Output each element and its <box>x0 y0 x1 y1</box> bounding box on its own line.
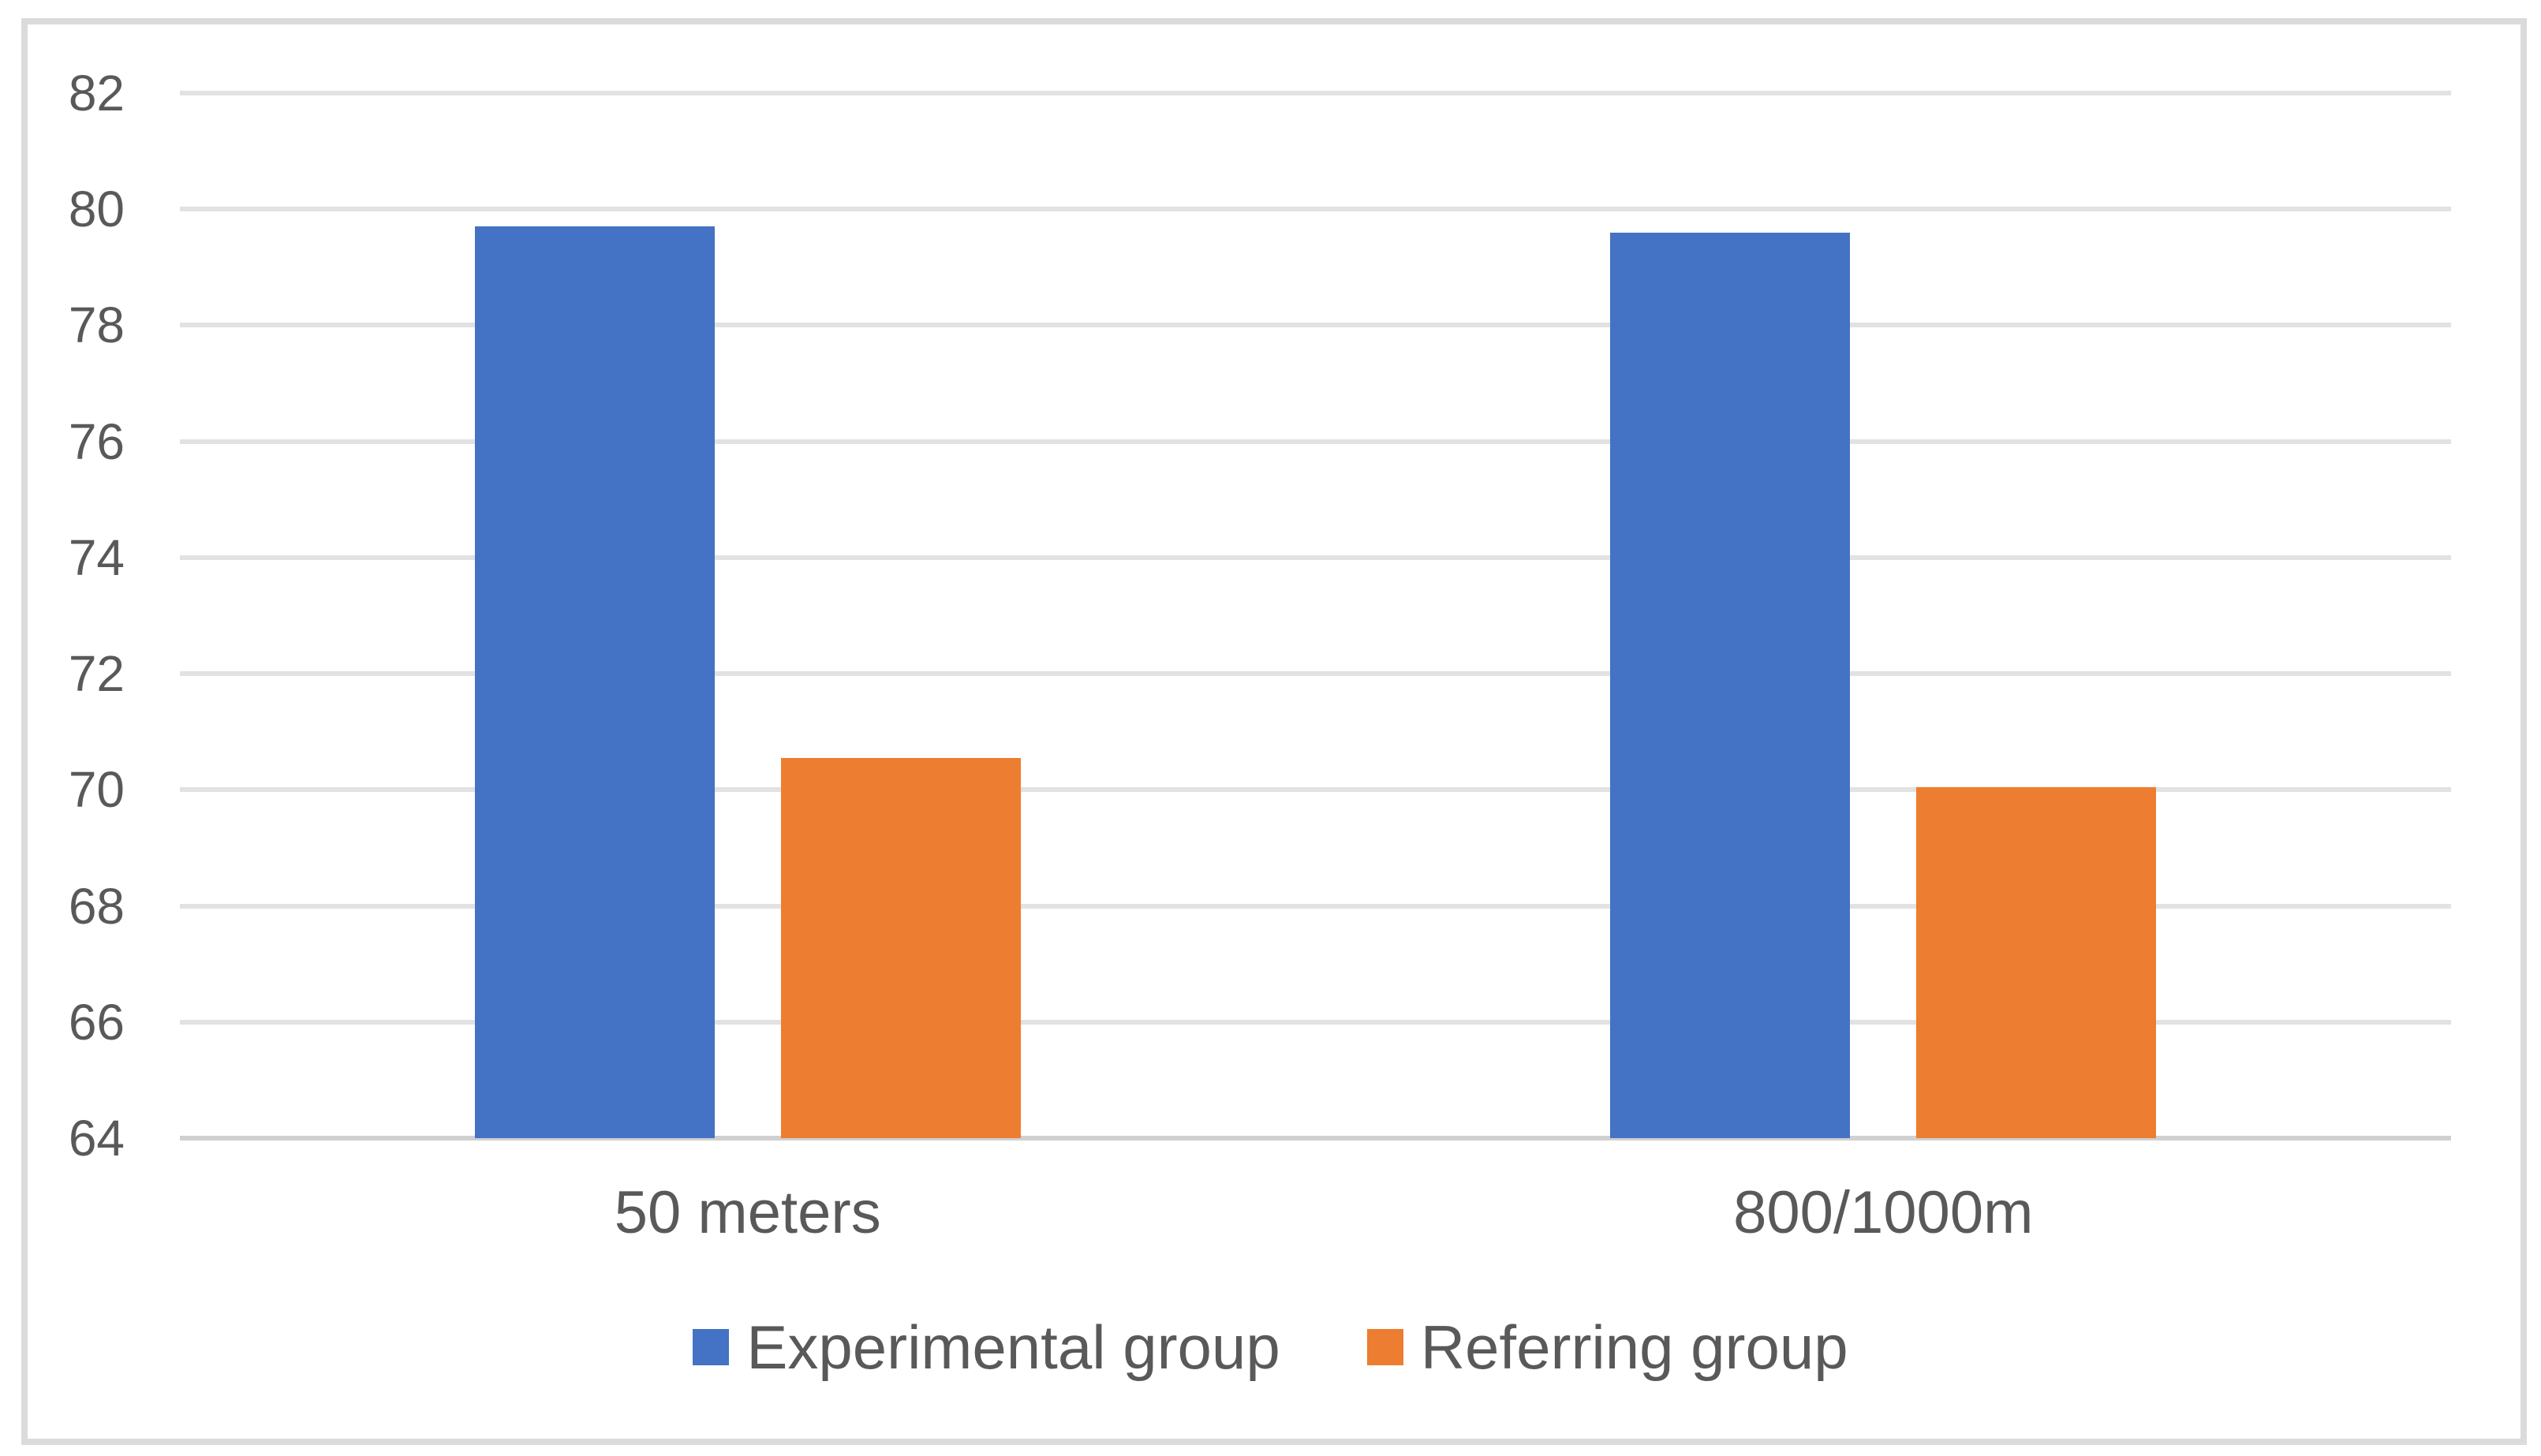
gridline-y-72 <box>180 671 2451 677</box>
y-tick-label-70: 70 <box>68 761 125 819</box>
bar-experimental-group-800-1000m <box>1610 232 1851 1138</box>
legend-item-experimental-group: Experimental group <box>693 1311 1280 1383</box>
gridline-y-68 <box>180 903 2451 909</box>
legend: Experimental group Referring group <box>0 1311 2541 1383</box>
y-tick-label-74: 74 <box>68 528 125 586</box>
chart-frame <box>21 18 2527 1445</box>
gridline-y-74 <box>180 554 2451 560</box>
legend-swatch-experimental-group <box>693 1329 730 1365</box>
y-tick-label-76: 76 <box>68 413 125 470</box>
y-tick-label-78: 78 <box>68 297 125 354</box>
y-tick-label-72: 72 <box>68 645 125 703</box>
gridline-y-70 <box>180 787 2451 793</box>
x-category-label-800-1000m: 800/1000m <box>1733 1179 2034 1246</box>
x-category-label-50-meters: 50 meters <box>614 1179 881 1246</box>
gridline-y-78 <box>180 323 2451 328</box>
y-tick-label-66: 66 <box>68 993 125 1051</box>
legend-swatch-referring-group <box>1366 1329 1403 1365</box>
gridline-y-80 <box>180 207 2451 212</box>
legend-item-referring-group: Referring group <box>1366 1311 1848 1383</box>
legend-label-experimental-group: Experimental group <box>746 1312 1280 1382</box>
x-axis-baseline <box>180 1136 2451 1141</box>
y-tick-label-68: 68 <box>68 877 125 935</box>
gridline-y-76 <box>180 439 2451 444</box>
bar-referring-group-800-1000m <box>1916 786 2157 1138</box>
y-tick-label-80: 80 <box>68 181 125 238</box>
gridline-y-82 <box>180 91 2451 95</box>
gridline-y-66 <box>180 1019 2451 1025</box>
y-tick-label-82: 82 <box>68 65 125 121</box>
bar-experimental-group-50-meters <box>474 226 715 1138</box>
y-tick-label-64: 64 <box>68 1110 125 1167</box>
legend-label-referring-group: Referring group <box>1420 1312 1848 1382</box>
bar-referring-group-50-meters <box>780 757 1021 1138</box>
